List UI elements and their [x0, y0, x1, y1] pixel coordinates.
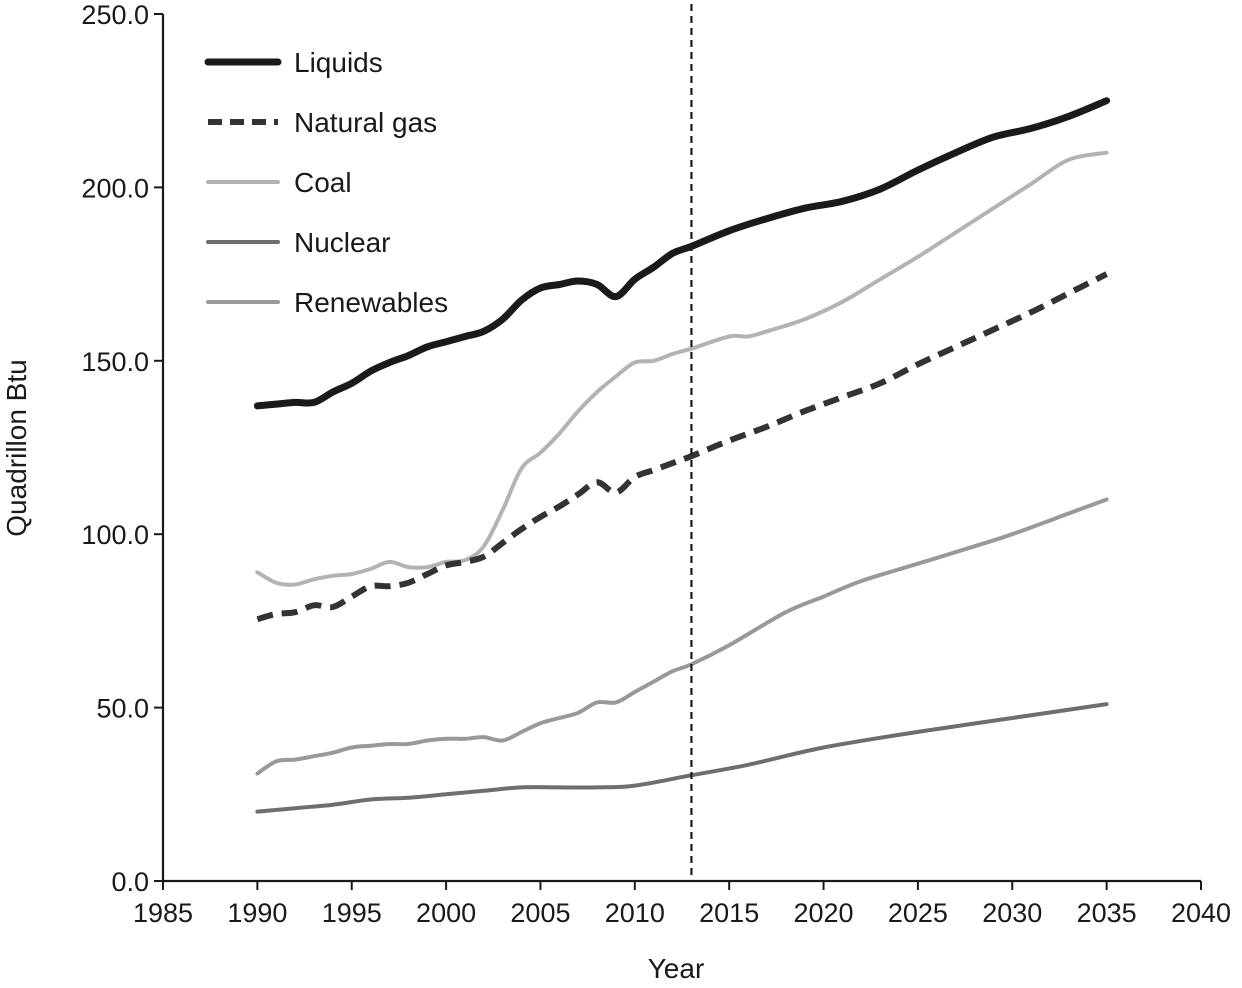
x-ticks: 1985 1990 1995 2000 2005 2010 2015 2020 2025 2030…: [133, 881, 1231, 928]
x-tick-label: 2035: [1077, 898, 1137, 928]
x-tick-label: 2020: [794, 898, 854, 928]
legend-label-coal: Coal: [294, 167, 352, 198]
y-tick-label: 0.0: [111, 867, 149, 897]
x-tick-label: 1995: [322, 898, 382, 928]
y-tick-label: 250.0: [81, 0, 149, 30]
series-line-liquids: [253, 97, 1111, 410]
series-line-nuclear: [255, 702, 1109, 814]
legend-label-natural-gas: Natural gas: [294, 107, 437, 138]
y-tick-label: 200.0: [81, 173, 149, 203]
y-tick-label: 150.0: [81, 347, 149, 377]
x-tick-label: 1985: [133, 898, 193, 928]
x-tick-label: 2040: [1171, 898, 1231, 928]
y-ticks: 0.0 50.0 100.0 150.0 200.0 250.0: [81, 0, 163, 897]
legend: Liquids Natural gas Coal Nuclear Renewables: [204, 47, 448, 318]
x-tick-label: 2005: [510, 898, 570, 928]
legend-label-liquids: Liquids: [294, 47, 383, 78]
x-tick-label: 2000: [416, 898, 476, 928]
series-line-natural-gas: [256, 271, 1108, 623]
y-axis-title: Quadrillon Btu: [1, 359, 32, 536]
y-tick-label: 50.0: [96, 694, 149, 724]
series-line-coal: [255, 150, 1109, 587]
x-tick-label: 2015: [699, 898, 759, 928]
y-tick-label: 100.0: [81, 520, 149, 550]
axes: [161, 14, 1201, 883]
x-axis-title: Year: [648, 953, 705, 984]
legend-label-nuclear: Nuclear: [294, 227, 390, 258]
series-line-renewables: [255, 497, 1109, 776]
x-tick-label: 2025: [888, 898, 948, 928]
plot-lines: [253, 97, 1111, 814]
x-tick-label: 2030: [982, 898, 1042, 928]
legend-label-renewables: Renewables: [294, 287, 448, 318]
x-tick-label: 2010: [605, 898, 665, 928]
x-tick-label: 1990: [227, 898, 287, 928]
